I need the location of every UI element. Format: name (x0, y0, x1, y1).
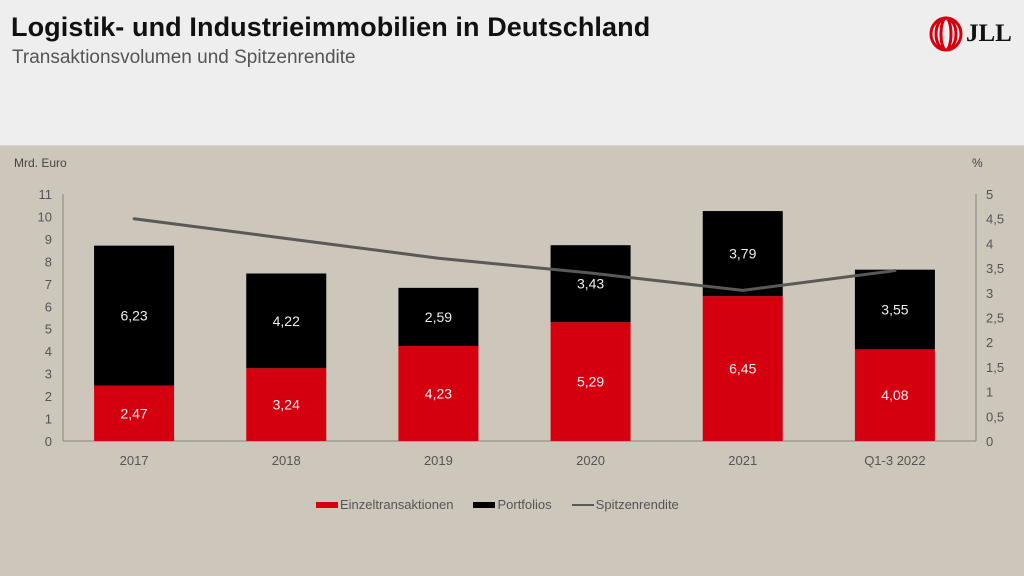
y-tick-label: 1 (45, 412, 52, 427)
data-label-portfolios: 6,23 (120, 308, 147, 324)
legend-label: Spitzenrendite (595, 497, 679, 512)
legend-label: Portfolios (497, 497, 552, 512)
y2-axis-label: % (972, 156, 983, 170)
y2-ticks: 0 0,5 1 1,5 2 2,5 3 3,5 4 4,5 5 (986, 187, 1004, 449)
y-tick-label: 6 (45, 299, 52, 314)
bars: 2,47 6,23 3,24 4,22 4,23 2,59 5,29 3,43 6,45 3,79… (94, 211, 935, 441)
bar-einzeltransaktionen (550, 322, 631, 441)
y2-tick-label: 0 (986, 434, 993, 449)
x-tick-label: 2017 (120, 453, 149, 468)
data-label-einzeltransaktionen: 5,29 (577, 374, 604, 390)
y2-tick-label: 4 (986, 236, 993, 251)
y2-tick-label: 1,5 (986, 360, 1004, 375)
data-label-einzeltransaktionen: 4,23 (425, 386, 452, 402)
data-label-portfolios: 3,55 (881, 302, 908, 318)
bar-einzeltransaktionen (398, 346, 479, 441)
y-tick-label: 0 (45, 434, 52, 449)
data-label-einzeltransaktionen: 4,08 (881, 387, 908, 403)
y2-tick-label: 3,5 (986, 261, 1004, 276)
x-tick-label: Q1-3 2022 (864, 453, 925, 468)
y-tick-label: 5 (45, 322, 52, 337)
data-label-portfolios: 2,59 (425, 309, 452, 325)
legend-swatch-spitzenrendite (571, 503, 594, 506)
y-tick-label: 4 (45, 344, 52, 359)
bar-portfolios (94, 245, 175, 386)
y2-tick-label: 4,5 (986, 212, 1004, 227)
y-axis-label: Mrd. Euro (14, 156, 67, 170)
y2-tick-label: 0,5 (986, 409, 1004, 424)
legend-item-spitzenrendite: Spitzenrendite (571, 497, 679, 512)
legend-item-einzeltransaktionen: Einzeltransaktionen (316, 497, 453, 512)
y-tick-label: 8 (45, 254, 52, 269)
y-ticks: 0 1 2 3 4 5 6 7 8 9 10 11 (38, 187, 52, 449)
data-label-portfolios: 4,22 (273, 313, 300, 329)
y-tick-label: 7 (45, 277, 52, 292)
legend-item-portfolios: Portfolios (473, 497, 552, 512)
y2-tick-label: 1 (986, 385, 993, 400)
jll-logo: JLL (928, 16, 1018, 52)
data-label-einzeltransaktionen: 6,45 (729, 361, 756, 377)
y-tick-label: 9 (45, 232, 52, 247)
bar-einzeltransaktionen (854, 349, 935, 441)
x-tick-label: 2020 (576, 453, 605, 468)
x-tick-label: 2019 (424, 453, 453, 468)
y-tick-label: 2 (45, 389, 52, 404)
y2-tick-label: 2,5 (986, 311, 1004, 326)
bar-einzeltransaktionen (246, 368, 327, 441)
x-tick-label: 2018 (272, 453, 301, 468)
bar-portfolios (854, 269, 935, 350)
bar-portfolios (550, 245, 631, 323)
x-tick-label: 2021 (728, 453, 757, 468)
spitzenrendite-line-group (132, 217, 897, 292)
data-label-einzeltransaktionen: 2,47 (120, 405, 147, 421)
bar-einzeltransaktionen (94, 385, 175, 441)
spitzenrendite-line (132, 217, 897, 292)
y-tick-label: 10 (38, 209, 52, 224)
y2-tick-label: 5 (986, 187, 993, 202)
jll-rings-logo-icon (929, 16, 963, 52)
bar-portfolios (702, 211, 783, 297)
data-label-portfolios: 3,43 (577, 276, 604, 292)
page-title: Logistik- und Industrieimmobilien in Deu… (11, 12, 651, 42)
bar-portfolios (398, 287, 479, 347)
bar-portfolios (246, 273, 327, 369)
page-subtitle: Transaktionsvolumen und Spitzenrendite (12, 47, 356, 68)
bar-einzeltransaktionen (702, 296, 783, 441)
header: Logistik- und Industrieimmobilien in Deu… (0, 0, 1024, 146)
logo-text: JLL (966, 20, 1012, 47)
legend-swatch-portfolios (473, 501, 496, 508)
y-tick-label: 3 (45, 367, 52, 382)
data-label-einzeltransaktionen: 3,24 (273, 397, 300, 413)
category-labels: 2017 2018 2019 2020 2021 Q1-3 2022 (120, 453, 926, 468)
y2-tick-label: 3 (986, 286, 993, 301)
data-label-portfolios: 3,79 (729, 246, 756, 262)
y2-tick-label: 2 (986, 335, 993, 350)
y-tick-label: 11 (39, 187, 53, 202)
legend-swatch-einzeltransaktionen (316, 501, 338, 508)
legend: Einzeltransaktionen Portfolios Spitzenre… (316, 497, 699, 512)
legend-label: Einzeltransaktionen (340, 497, 454, 512)
